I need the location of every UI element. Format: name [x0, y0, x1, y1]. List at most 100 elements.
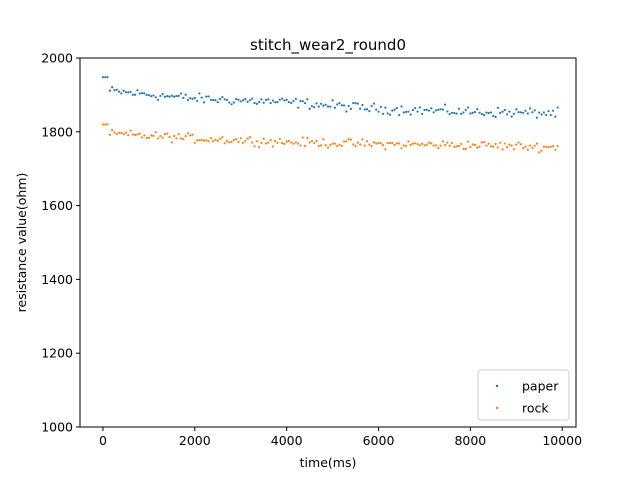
- data-point-rock: [512, 148, 516, 151]
- data-point-rock: [395, 142, 398, 145]
- data-point-rock: [193, 141, 196, 144]
- data-point-rock: [342, 140, 346, 143]
- data-point-paper: [501, 110, 504, 113]
- data-point-paper: [193, 96, 196, 99]
- y-tick-label: 1400: [41, 272, 73, 287]
- data-point-rock: [310, 139, 314, 143]
- data-point-paper: [143, 92, 146, 95]
- data-point-rock: [301, 136, 304, 139]
- legend-label-rock: rock: [522, 401, 549, 416]
- data-point-rock: [299, 144, 302, 147]
- data-point-rock: [159, 135, 162, 138]
- y-tick-label: 1800: [41, 124, 73, 139]
- data-point-paper: [368, 110, 371, 113]
- data-point-rock: [382, 144, 385, 147]
- data-point-paper: [159, 94, 162, 97]
- data-point-rock: [386, 142, 389, 145]
- data-point-paper: [349, 107, 353, 111]
- data-point-paper: [347, 104, 350, 108]
- data-point-paper: [101, 76, 105, 79]
- data-point-rock: [294, 141, 297, 144]
- data-point-rock: [221, 136, 224, 139]
- data-point-rock: [168, 136, 171, 139]
- data-point-paper: [407, 110, 410, 113]
- data-point-paper: [338, 102, 341, 105]
- data-point-paper: [487, 111, 490, 115]
- data-point-paper: [379, 105, 382, 109]
- data-point-rock: [329, 143, 332, 147]
- data-point-rock: [492, 145, 495, 148]
- data-point-rock: [156, 137, 160, 140]
- data-point-rock: [313, 142, 316, 145]
- data-point-rock: [131, 133, 134, 136]
- data-point-rock: [444, 143, 447, 147]
- data-point-paper: [269, 101, 272, 105]
- data-point-paper: [161, 92, 164, 96]
- data-point-rock: [198, 139, 201, 142]
- data-point-rock: [545, 145, 548, 148]
- data-point-paper: [111, 86, 114, 89]
- data-point-rock: [551, 145, 555, 148]
- data-point-paper: [336, 103, 339, 106]
- data-point-paper: [437, 108, 440, 111]
- data-point-paper: [182, 96, 185, 99]
- data-point-rock: [542, 145, 545, 148]
- data-point-paper: [248, 99, 252, 102]
- data-point-paper: [278, 98, 281, 101]
- data-point-rock: [446, 141, 449, 144]
- x-tick-label: 4000: [271, 433, 303, 448]
- data-point-paper: [524, 109, 527, 112]
- data-point-paper: [230, 103, 233, 106]
- data-point-paper: [196, 99, 199, 102]
- data-point-rock: [531, 146, 534, 150]
- data-point-paper: [287, 101, 291, 104]
- data-point-rock: [538, 151, 541, 154]
- data-point-paper: [476, 108, 479, 111]
- data-point-rock: [122, 133, 125, 136]
- data-point-rock: [361, 138, 364, 141]
- data-point-rock: [331, 142, 334, 145]
- data-point-paper: [212, 99, 215, 102]
- data-point-paper: [528, 107, 532, 110]
- data-point-paper: [292, 100, 295, 103]
- x-tick-label: 8000: [454, 433, 486, 448]
- data-point-rock: [237, 140, 240, 144]
- data-point-paper: [551, 109, 555, 112]
- data-point-rock: [375, 142, 378, 145]
- data-point-rock: [407, 140, 410, 143]
- data-point-rock: [248, 136, 252, 139]
- data-point-paper: [519, 111, 522, 114]
- data-point-rock: [404, 144, 408, 148]
- data-point-rock: [478, 145, 481, 148]
- data-point-paper: [356, 102, 359, 105]
- data-point-rock: [506, 145, 509, 149]
- data-point-rock: [106, 123, 109, 126]
- data-point-rock: [547, 146, 550, 149]
- data-point-rock: [320, 144, 323, 147]
- data-point-rock: [209, 137, 212, 140]
- data-point-paper: [299, 99, 302, 103]
- data-point-paper: [545, 113, 548, 117]
- data-point-paper: [179, 92, 183, 95]
- data-point-paper: [531, 111, 534, 114]
- data-point-paper: [333, 106, 336, 109]
- data-point-rock: [356, 141, 359, 144]
- data-point-rock: [225, 139, 229, 142]
- data-point-paper: [117, 90, 121, 93]
- data-point-paper: [280, 97, 284, 100]
- data-point-rock: [549, 145, 552, 148]
- data-point-paper: [354, 102, 357, 105]
- data-point-paper: [186, 98, 190, 101]
- data-point-paper: [177, 94, 180, 97]
- data-point-rock: [290, 141, 293, 144]
- data-point-paper: [469, 112, 472, 115]
- data-point-rock: [359, 143, 362, 146]
- data-point-rock: [430, 142, 433, 145]
- data-point-rock: [127, 134, 130, 137]
- data-point-paper: [499, 111, 502, 115]
- data-point-paper: [453, 111, 456, 115]
- data-point-rock: [496, 146, 500, 149]
- data-point-paper: [538, 111, 541, 114]
- legend: paper rock: [477, 369, 570, 421]
- data-point-rock: [147, 136, 150, 139]
